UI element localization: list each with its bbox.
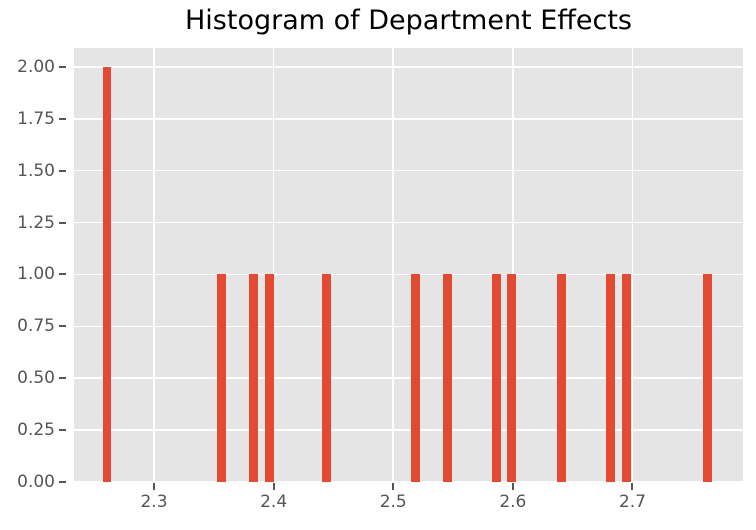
y-tick-mark xyxy=(59,481,66,483)
y-tick-mark xyxy=(59,325,66,328)
y-tick-mark xyxy=(59,429,66,432)
x-gridline xyxy=(272,48,275,482)
y-gridline xyxy=(74,221,743,224)
histogram-bar xyxy=(703,274,713,482)
y-gridline xyxy=(74,481,743,483)
histogram-bar xyxy=(102,66,112,482)
y-gridline xyxy=(74,429,743,431)
plot-area xyxy=(74,48,743,483)
x-tick-label: 2.6 xyxy=(499,492,527,512)
histogram-bar xyxy=(442,274,452,482)
histogram-bar xyxy=(248,274,258,482)
y-tick-mark xyxy=(59,221,66,224)
x-tick-label: 2.3 xyxy=(140,492,168,512)
y-tick-label: 0.50 xyxy=(17,368,55,389)
y-gridline xyxy=(74,377,743,379)
histogram-bar xyxy=(605,274,615,482)
x-tick-mark xyxy=(392,483,395,490)
x-tick-label: 2.7 xyxy=(618,492,646,512)
histogram-bar xyxy=(622,274,631,482)
y-tick-label: 0.00 xyxy=(17,472,55,492)
y-tick-label: 1.75 xyxy=(17,108,55,129)
x-gridline xyxy=(512,48,514,482)
y-tick-label: 0.75 xyxy=(17,316,55,337)
x-tick-mark xyxy=(153,483,156,490)
histogram-bar xyxy=(217,274,227,482)
y-tick-label: 1.00 xyxy=(17,264,55,285)
histogram-bar xyxy=(410,274,420,482)
x-gridline xyxy=(392,48,394,482)
y-gridline xyxy=(74,169,743,172)
chart-title: Histogram of Department Effects xyxy=(185,5,632,36)
histogram-bar xyxy=(556,274,566,482)
y-gridline xyxy=(74,273,743,276)
x-tick-label: 2.5 xyxy=(379,492,407,512)
x-tick-mark xyxy=(511,483,514,490)
y-tick-mark xyxy=(59,117,66,120)
x-gridline xyxy=(153,48,155,482)
y-tick-label: 1.50 xyxy=(17,160,55,181)
histogram-bar xyxy=(507,274,517,482)
y-tick-label: 2.00 xyxy=(17,56,55,77)
y-tick-mark xyxy=(59,377,66,380)
histogram-bar xyxy=(491,274,501,482)
x-gridline xyxy=(631,48,634,482)
y-tick-mark xyxy=(59,169,66,172)
x-tick-label: 2.4 xyxy=(260,492,288,512)
histogram-bar xyxy=(264,274,274,482)
y-gridline xyxy=(74,66,743,68)
y-tick-mark xyxy=(59,273,66,276)
y-gridline xyxy=(74,118,743,120)
y-tick-label: 0.25 xyxy=(17,420,55,441)
histogram-bar xyxy=(322,274,331,482)
y-tick-label: 1.25 xyxy=(17,212,55,233)
x-tick-mark xyxy=(272,483,275,490)
y-gridline xyxy=(74,325,743,328)
x-tick-mark xyxy=(631,483,634,490)
y-tick-mark xyxy=(59,65,66,68)
